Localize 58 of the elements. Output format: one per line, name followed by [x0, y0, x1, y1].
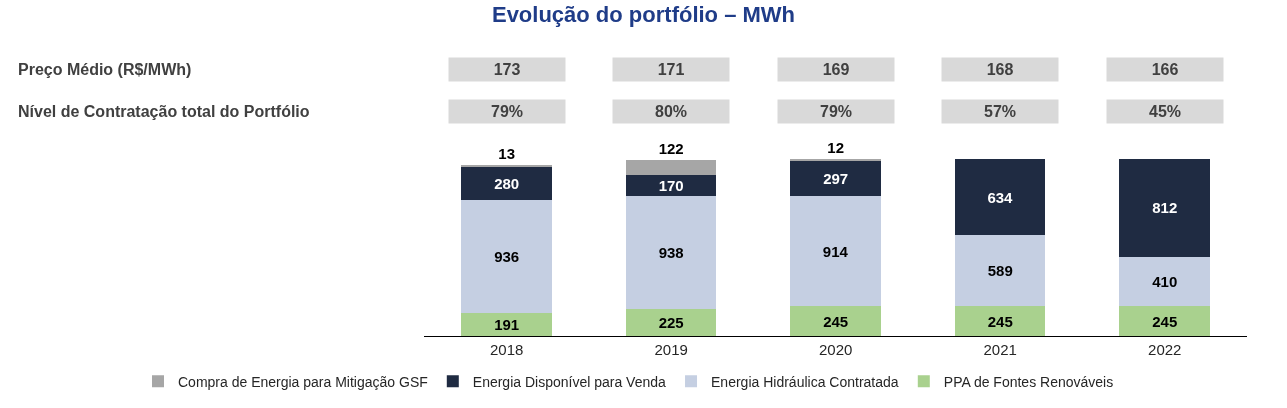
bar — [1119, 158, 1210, 257]
text: 171 — [648, 61, 694, 78]
text: 79% — [811, 103, 861, 120]
bar — [954, 235, 1046, 307]
data-label: 410 — [1152, 273, 1178, 291]
data-label: 297 — [823, 169, 849, 187]
text: Nível de Contratação total do Portfólio — [18, 103, 310, 120]
x-tick-label: 2021 — [983, 341, 1017, 358]
data-label: 938 — [658, 243, 684, 261]
bar — [625, 160, 717, 176]
bar — [461, 200, 552, 313]
data-label: 914 — [822, 242, 849, 260]
text: 57% — [975, 103, 1025, 120]
x-tick-label: 2020 — [819, 341, 853, 358]
x-tick-label: 2019 — [654, 341, 688, 358]
text: 168 — [977, 61, 1023, 78]
bar — [461, 164, 552, 167]
bar — [954, 158, 1046, 236]
legend-label: Energia Hidráulica Contratada — [711, 373, 899, 390]
bar — [625, 195, 717, 309]
text: 79% — [482, 103, 532, 120]
bar — [461, 312, 552, 336]
x-tick-label: 2022 — [1148, 341, 1182, 358]
text: 80% — [646, 103, 696, 120]
bar — [1119, 306, 1210, 336]
data-label: 12 — [827, 138, 845, 156]
data-label: 122 — [658, 140, 684, 158]
text: 166 — [1142, 61, 1188, 78]
data-label: 589 — [987, 262, 1013, 280]
bar — [790, 158, 881, 161]
text: 173 — [484, 61, 530, 78]
data-label: 634 — [987, 188, 1014, 206]
bar — [625, 175, 717, 196]
legend-label: Compra de Energia para Mitigação GSF — [178, 373, 428, 390]
bar — [954, 306, 1046, 336]
text: Preço Médio (R$/MWh) — [18, 61, 192, 78]
data-label: 280 — [494, 174, 520, 192]
legend-label: PPA de Fontes Renováveis — [943, 373, 1114, 390]
text: 45% — [1140, 103, 1190, 120]
bar — [625, 308, 717, 336]
x-tick-label: 2018 — [489, 341, 524, 358]
data-label: 245 — [1152, 312, 1178, 330]
bar — [1119, 256, 1210, 307]
chart-title: Evolução do portfólio – MWh — [491, 1, 796, 27]
bar — [461, 166, 552, 200]
bar — [790, 160, 881, 197]
legend-label: Energia Disponível para Venda — [472, 373, 667, 390]
text: 169 — [813, 61, 859, 78]
data-label: 170 — [658, 176, 684, 194]
data-label: 225 — [658, 313, 684, 331]
data-label: 13 — [498, 144, 515, 162]
data-label: 936 — [494, 247, 520, 265]
bar — [790, 306, 881, 336]
data-label: 812 — [1152, 199, 1178, 217]
data-label: 245 — [823, 312, 849, 330]
bar — [790, 196, 881, 307]
data-label: 191 — [494, 315, 520, 333]
data-label: 245 — [987, 312, 1013, 330]
